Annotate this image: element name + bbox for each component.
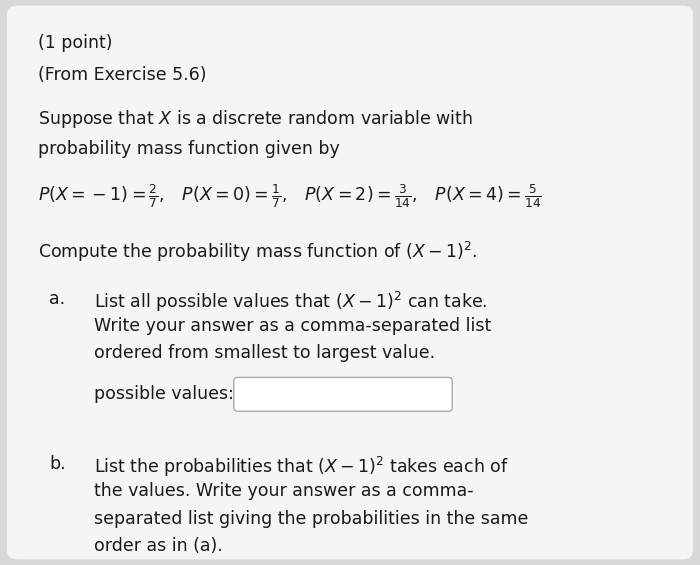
Text: (From Exercise 5.6): (From Exercise 5.6) bbox=[38, 66, 207, 84]
Text: order as in (a).: order as in (a). bbox=[94, 537, 223, 555]
Text: Write your answer as a comma-separated list: Write your answer as a comma-separated l… bbox=[94, 317, 491, 335]
FancyBboxPatch shape bbox=[7, 6, 693, 559]
Text: $P(X = -1) = \frac{2}{7},\;\;\; P(X = 0) = \frac{1}{7},\;\;\; P(X = 2) = \frac{3: $P(X = -1) = \frac{2}{7},\;\;\; P(X = 0)… bbox=[38, 182, 542, 210]
Text: possible values:: possible values: bbox=[94, 385, 234, 403]
FancyBboxPatch shape bbox=[234, 377, 452, 411]
Text: Suppose that $X$ is a discrete random variable with: Suppose that $X$ is a discrete random va… bbox=[38, 108, 473, 130]
Text: ordered from smallest to largest value.: ordered from smallest to largest value. bbox=[94, 344, 435, 362]
Text: separated list giving the probabilities in the same: separated list giving the probabilities … bbox=[94, 510, 529, 528]
Text: (1 point): (1 point) bbox=[38, 34, 113, 52]
Text: List all possible values that $(X - 1)^2$ can take.: List all possible values that $(X - 1)^2… bbox=[94, 290, 488, 314]
Text: a.: a. bbox=[49, 290, 65, 308]
Text: the values. Write your answer as a comma-: the values. Write your answer as a comma… bbox=[94, 483, 474, 501]
Text: List the probabilities that $(X - 1)^2$ takes each of: List the probabilities that $(X - 1)^2$ … bbox=[94, 455, 509, 480]
Text: Compute the probability mass function of $(X - 1)^2$.: Compute the probability mass function of… bbox=[38, 240, 478, 264]
Text: b.: b. bbox=[49, 455, 66, 473]
Text: probability mass function given by: probability mass function given by bbox=[38, 140, 340, 158]
